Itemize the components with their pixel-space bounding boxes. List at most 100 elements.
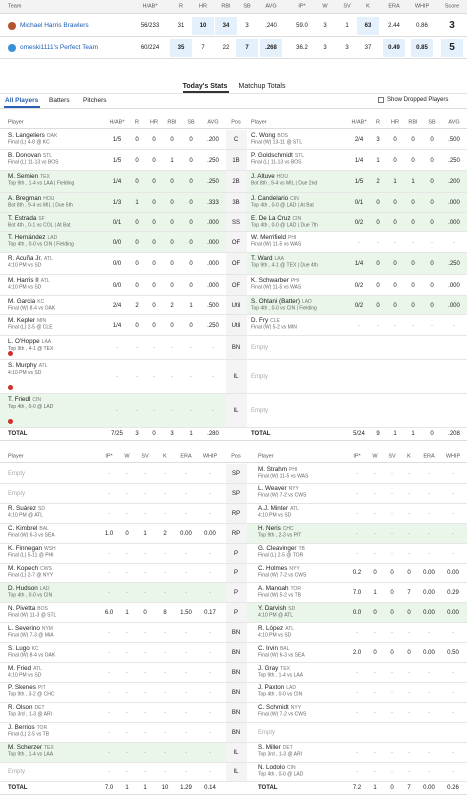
game-status: 4:10 PM vs SD — [258, 512, 292, 519]
player-name[interactable]: M. Semien TEX — [8, 172, 50, 180]
pos-cell — [226, 603, 247, 624]
stat: - — [126, 470, 128, 477]
stat: .200 — [448, 179, 460, 185]
subtab[interactable]: All Players — [5, 97, 39, 104]
stat: - — [452, 689, 454, 696]
player-name[interactable]: M. Scherzer TEX — [8, 743, 54, 751]
header-row — [0, 118, 467, 129]
column-header: Player — [258, 453, 274, 460]
player-team: CIN — [32, 396, 42, 403]
player-name[interactable]: D. Hudson LAD — [8, 584, 50, 592]
checkbox[interactable] — [378, 97, 384, 103]
player-name[interactable]: T. Ward LAA — [251, 254, 284, 262]
checkbox-label[interactable]: Show Dropped Players — [387, 97, 449, 103]
player-name[interactable]: M. Fried ATL — [8, 664, 42, 672]
player-name[interactable]: D. Fry CLE — [251, 316, 280, 324]
player-name[interactable]: J. Candelario CIN — [251, 194, 299, 202]
player-name[interactable]: J. Altuve HOU — [251, 172, 288, 180]
player-name[interactable]: A.J. Minter ATL — [258, 505, 299, 513]
player-name[interactable]: T. Hernández LAD — [8, 233, 58, 241]
player-name[interactable]: S. Langeliers OAK — [8, 131, 58, 139]
player-name[interactable]: M. Kepler MIN — [8, 316, 47, 324]
stat: 1/5 — [354, 179, 364, 185]
player-name[interactable]: L. Severino NYM — [8, 624, 53, 632]
player-name[interactable]: Y. Darvish SD — [258, 604, 296, 612]
player-name[interactable]: J. Paxton LAD — [258, 684, 296, 692]
player-name[interactable]: C. Kimbrel BAL — [8, 525, 49, 533]
position: IL — [233, 769, 239, 776]
stat: 0 — [152, 179, 156, 185]
player-name[interactable]: M. Garcia KC — [8, 297, 45, 305]
player-name[interactable]: B. Donovan STL — [8, 151, 53, 159]
player-name[interactable]: G. Cleavinger TB — [258, 544, 305, 552]
player-name[interactable]: R. López ATL — [258, 624, 295, 632]
player-name[interactable]: T. Estrada SF — [8, 214, 45, 222]
game-status: 4:10 PM @ ATL — [258, 612, 293, 619]
subtab[interactable]: Batters — [49, 97, 70, 104]
pos-cell — [226, 150, 247, 171]
player-name[interactable]: S. Miller DET — [258, 743, 293, 751]
total-label: TOTAL — [251, 431, 271, 437]
player-name[interactable]: C. Holmes NYY — [258, 564, 300, 572]
player-name[interactable]: R. Olson DET — [8, 704, 45, 712]
player-name[interactable]: S. Ohtani (Batter) LAD — [251, 297, 312, 305]
player-name[interactable]: E. De La Cruz CIN — [251, 214, 302, 222]
player-name[interactable]: M. Kopech CWS — [8, 564, 52, 572]
player-name[interactable]: K. Finnegan WSH — [8, 544, 56, 552]
player-name[interactable]: C. Irvin BAL — [258, 644, 290, 652]
player-name[interactable]: A. Manoah TOR — [258, 584, 301, 592]
stat: 0 — [135, 137, 139, 143]
player-name[interactable]: N. Pivetta BOS — [8, 604, 48, 612]
player-name[interactable]: P. Skenes PIT — [8, 684, 46, 692]
player-name[interactable]: R. Acuña Jr. ATL — [8, 254, 53, 262]
stat: 0 — [390, 570, 394, 577]
total-stat: 1 — [125, 785, 129, 792]
stat: - — [428, 689, 430, 696]
player-name[interactable]: M. Harris II ATL — [8, 276, 50, 284]
tab[interactable]: Today's Stats — [182, 83, 228, 90]
player-name[interactable]: H. Neris CHC — [258, 525, 294, 533]
stat: - — [116, 408, 118, 414]
player-name[interactable]: L. Weaver NYY — [258, 485, 299, 493]
stat: - — [209, 749, 211, 756]
player-name[interactable]: T. Friedl CIN — [8, 395, 42, 403]
team-name[interactable]: Michael Harris Brawlers — [20, 21, 89, 29]
stat: - — [374, 530, 376, 537]
player-name[interactable]: J. Berrios TOR — [8, 724, 48, 732]
subtab[interactable]: Pitchers — [83, 97, 107, 104]
player-name[interactable]: R. Suárez SD — [8, 505, 45, 513]
game-status: Final (W) 11-5 vs WAS — [258, 473, 309, 479]
column-header: W — [322, 3, 328, 10]
stat: - — [185, 650, 187, 657]
player-name[interactable]: C. Schmidt NYY — [258, 704, 302, 712]
player-name[interactable]: J. Gray TEX — [258, 664, 291, 672]
pos-cell — [226, 503, 247, 524]
player-name[interactable]: A. Bregman HOU — [8, 194, 55, 202]
player-name[interactable]: L. O'Hoppe LAA — [8, 337, 52, 345]
player-name[interactable]: S. Lugo KC — [8, 644, 39, 652]
total-stat: 1 — [411, 431, 415, 437]
stat: 0 — [135, 322, 139, 329]
position: Util — [231, 322, 241, 329]
game-status: Final (W) 11-3 @ STL — [8, 612, 57, 619]
player-name[interactable]: M. Strahm PHI — [258, 465, 298, 473]
total-stat: 7 — [407, 785, 411, 792]
stat: - — [391, 769, 393, 776]
team-name[interactable]: omeski1111's Perfect Team — [20, 43, 99, 51]
stat: .000 — [207, 261, 219, 267]
player-name[interactable]: C. Wong BOS — [251, 131, 288, 139]
team-stat: 36.2 — [296, 44, 308, 51]
stat: - — [452, 530, 454, 537]
player-name[interactable]: W. Merrifield PHI — [251, 233, 297, 241]
player-name[interactable]: K. Schwarber PHI — [251, 276, 300, 284]
player-name[interactable]: S. Murphy ATL — [8, 361, 48, 369]
player-name[interactable]: N. Lodolo CIN — [258, 763, 296, 771]
stat: 1 — [125, 610, 129, 617]
player-name[interactable]: P. Goldschmidt STL — [251, 151, 305, 159]
position: P — [233, 610, 239, 617]
tab[interactable]: Matchup Totals — [238, 83, 286, 90]
stat: 0 — [376, 302, 380, 309]
total-stat: .208 — [448, 431, 460, 437]
lead-cell — [236, 38, 258, 57]
stat: 0 — [125, 530, 129, 537]
